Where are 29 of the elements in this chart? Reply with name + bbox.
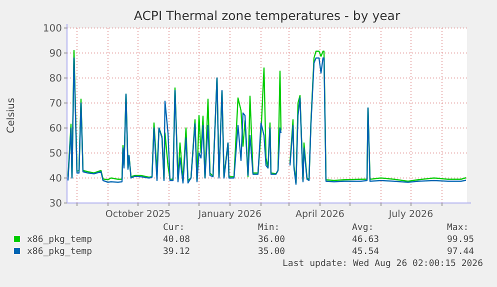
y-tick-label: 30 [49,198,62,210]
text: 36.00 [258,235,286,245]
legend-label: x86_pkg_temp [27,247,92,257]
legend-label: x86_pkg_temp [27,235,92,245]
y-tick-label: 70 [49,98,62,110]
x-tick-label: October 2025 [105,209,171,220]
x-tick-label: July 2026 [388,209,434,220]
text: Avg: [352,223,374,233]
text: 46.63 [352,235,380,245]
text: 40.08 [163,235,190,245]
y-tick-label: 40 [49,174,62,184]
y-tick-label: 80 [49,74,62,84]
text: Min: [258,223,280,233]
text: Cur: [163,223,185,233]
y-axis-title: Celsius [6,98,17,134]
y-tick-label: 100 [42,24,62,34]
y-tick-label: 50 [49,148,62,160]
y-tick-label: 60 [49,124,62,134]
x-tick-label: April 2026 [296,209,344,220]
text: 35.00 [258,247,286,257]
text: 99.95 [447,235,474,245]
chart-title: ACPI Thermal zone temperatures - by year [134,8,401,23]
text: Max: [447,223,469,233]
text: 39.12 [163,247,190,257]
y-tick-label: 90 [49,48,62,60]
text: 97.44 [447,247,474,257]
text: 45.54 [352,247,380,257]
text: Last update: Wed Aug 26 02:00:15 2026 [282,259,483,269]
x-tick-label: January 2026 [197,209,262,220]
